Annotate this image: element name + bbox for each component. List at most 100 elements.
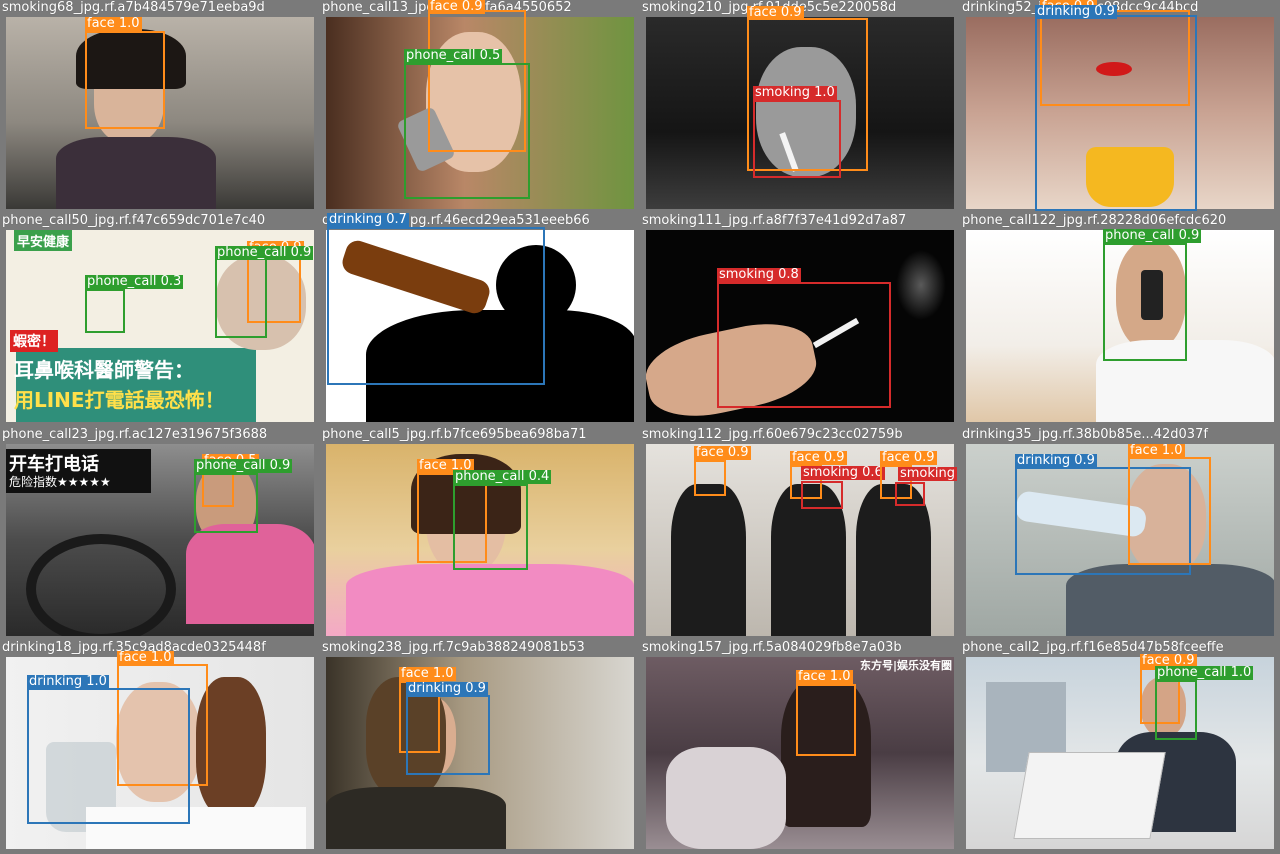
badge-text: 早安健康: [14, 230, 73, 251]
phone-call-label: phone_call 0.9: [215, 245, 314, 260]
phone-call-label: phone_call 0.9: [1103, 228, 1202, 243]
image-tile[interactable]: phone_call13_jpg.rf.d999fa6a4550652 face…: [320, 0, 640, 213]
image-tile[interactable]: 东方号|娱乐没有圈 smoking157_jpg.rf.5a084029fb8e…: [640, 640, 960, 853]
image-tile[interactable]: smoking68_jpg.rf.a7b484579e71eeba9d face…: [0, 0, 320, 213]
face-label: face 1.0: [85, 16, 142, 31]
image-filename: phone_call2_jpg.rf.f16e85d47b58fceeffe: [962, 641, 1224, 655]
image-tile[interactable]: phone_call5_jpg.rf.b7fce695bea698ba71 fa…: [320, 427, 640, 640]
face-bounding-box: [417, 473, 487, 563]
drinking-label: drinking 0.9: [406, 681, 488, 696]
face-label: face 0.9: [1140, 653, 1197, 668]
image-tile[interactable]: smoking210_jpg.rf.91dde5c5e220058d face …: [640, 0, 960, 213]
face-label: face 1.0: [796, 669, 853, 684]
face-label: face 0.9: [428, 0, 485, 14]
phone-call-label: phone_call 0.5: [404, 48, 503, 63]
face-label: face 1.0: [117, 650, 174, 665]
face-label: face 1.0: [417, 458, 474, 473]
image-filename: phone_call23_jpg.rf.ac127e319675f3688: [2, 428, 268, 442]
caption-subtitle: 危险指数★★★★★: [9, 475, 111, 489]
photo-man-desk-phone: [966, 657, 1274, 849]
clothing-shape: [326, 787, 506, 849]
image-filename: phone_call122_jpg.rf.28228d06efcdc620: [962, 214, 1227, 228]
sweater-shape: [346, 564, 634, 636]
drinking-label: drinking 1.0: [27, 674, 109, 689]
phone-call-bounding-box: [215, 253, 267, 338]
smoke-shape: [896, 250, 946, 320]
image-filename: smoking111_jpg.rf.a8f7f37e41d92d7a87: [642, 214, 907, 228]
face-bounding-box: [694, 460, 726, 496]
photo-cartoon-line-warning: 早安健康 蝦密！ 耳鼻喉科醫師警告： 用LINE打電話最恐怖！: [6, 230, 314, 422]
phone-call-bounding-box: [85, 289, 125, 333]
drinking-label: drinking 0.9: [1035, 4, 1117, 19]
phone-shape: [1141, 270, 1163, 320]
lips-shape: [1096, 62, 1132, 76]
photo-man-drinking-water: [966, 444, 1274, 636]
image-tile[interactable]: drinking35_jpg.rf.38b0b85e...42d037f dri…: [960, 427, 1280, 640]
phone-call-label: phone_call 0.9: [194, 458, 293, 473]
laptop-shape: [1013, 752, 1166, 839]
person-shape: [671, 484, 746, 636]
person-face-shape: [216, 255, 306, 350]
drinking-bounding-box: [406, 695, 490, 775]
photo-woman-drinking-straw: [966, 17, 1274, 209]
pillow-shape: [666, 747, 786, 849]
phone-call-bounding-box: [194, 473, 258, 533]
photo-woman-lighting-cigarette: [6, 17, 314, 209]
smoking-bounding-box: [717, 282, 891, 408]
photo-woman-smoking-bed: 东方号|娱乐没有圈: [646, 657, 954, 849]
clothing-shape: [56, 137, 216, 209]
face-bounding-box: [85, 31, 165, 129]
phone-call-label: phone_call 1.0: [1155, 665, 1254, 680]
phone-call-label: phone_call 0.4: [453, 469, 552, 484]
headline-text: 耳鼻喉科醫師警告：: [14, 358, 194, 382]
phone-call-label: phone_call 0.3: [85, 274, 184, 289]
image-tile[interactable]: smoking238_jpg.rf.7c9ab388249081b53 face…: [320, 640, 640, 853]
image-filename: phone_call50_jpg.rf.f47c659dc701e7c40: [2, 214, 266, 228]
drinking-bounding-box: [1035, 15, 1197, 211]
face-label: face 0.9: [694, 445, 751, 460]
phone-call-bounding-box: [1155, 680, 1197, 740]
image-filename: phone_call5_jpg.rf.b7fce695bea698ba71: [322, 428, 587, 442]
photo-man-phone-call: [966, 230, 1274, 422]
photo-silhouette-drinking-bottle: [326, 230, 634, 422]
jacket-shape: [1066, 564, 1274, 636]
image-tile[interactable]: 开车打电话 危险指数★★★★★ phone_call23_jpg.rf.ac12…: [0, 427, 320, 640]
watermark-text: 东方号|娱乐没有圈: [860, 659, 953, 672]
image-tile[interactable]: drinking18_jpg.rf.35c9ad8acde0325448f fa…: [0, 640, 320, 853]
drinking-label: drinking 0.9: [1015, 453, 1097, 468]
image-tile[interactable]: 早安健康 蝦密！ 耳鼻喉科醫師警告： 用LINE打電話最恐怖！ phone_ca…: [0, 213, 320, 426]
phone-call-bounding-box: [453, 484, 528, 570]
face-label: face 1.0: [399, 666, 456, 681]
subheadline-text: 用LINE打電話最恐怖！: [14, 388, 225, 412]
caption-box: [6, 449, 151, 493]
face-label: face 0.9: [880, 450, 937, 465]
drinking-bounding-box: [27, 688, 190, 824]
smoking-bounding-box: [801, 481, 843, 509]
face-bounding-box: [796, 684, 856, 756]
smoking-label: smoking 1.0: [753, 85, 837, 100]
caption-title: 开车打电话: [9, 454, 99, 475]
image-tile[interactable]: phone_call122_jpg.rf.28228d06efcdc620 ph…: [960, 213, 1280, 426]
smoking-label: smoking: [898, 466, 958, 481]
face-label: face 0.9: [747, 5, 804, 20]
smoking-bounding-box: [895, 482, 925, 506]
smoking-label: smoking 0.8: [717, 267, 801, 282]
image-tile[interactable]: drinking123_jpg.rf.46ecd29ea531eeeb66 dr…: [320, 213, 640, 426]
image-tile[interactable]: smoking111_jpg.rf.a8f7f37e41d92d7a87 smo…: [640, 213, 960, 426]
face-bounding-box: [117, 664, 208, 786]
image-tile[interactable]: drinking52_jpg.rf.d7fc08dcc9c44bcd face …: [960, 0, 1280, 213]
image-tile[interactable]: smoking112_jpg.rf.60e679c23cc02759b face…: [640, 427, 960, 640]
silhouette-body-shape: [366, 310, 634, 422]
photo-hand-holding-cigarette: [646, 230, 954, 422]
smoking-bounding-box: [753, 100, 841, 178]
image-tile[interactable]: phone_call2_jpg.rf.f16e85d47b58fceeffe f…: [960, 640, 1280, 853]
image-filename: smoking238_jpg.rf.7c9ab388249081b53: [322, 641, 585, 655]
face-bounding-box: [747, 18, 868, 171]
phone-call-bounding-box: [404, 63, 530, 199]
photo-driver-phone-call: 开车打电话 危险指数★★★★★: [6, 444, 314, 636]
orange-juice-glass-shape: [1086, 147, 1174, 207]
blouse-shape: [86, 807, 306, 849]
image-filename: smoking68_jpg.rf.a7b484579e71eeba9d: [2, 1, 265, 15]
hair-shape: [76, 29, 186, 89]
person-shape: [771, 484, 846, 636]
